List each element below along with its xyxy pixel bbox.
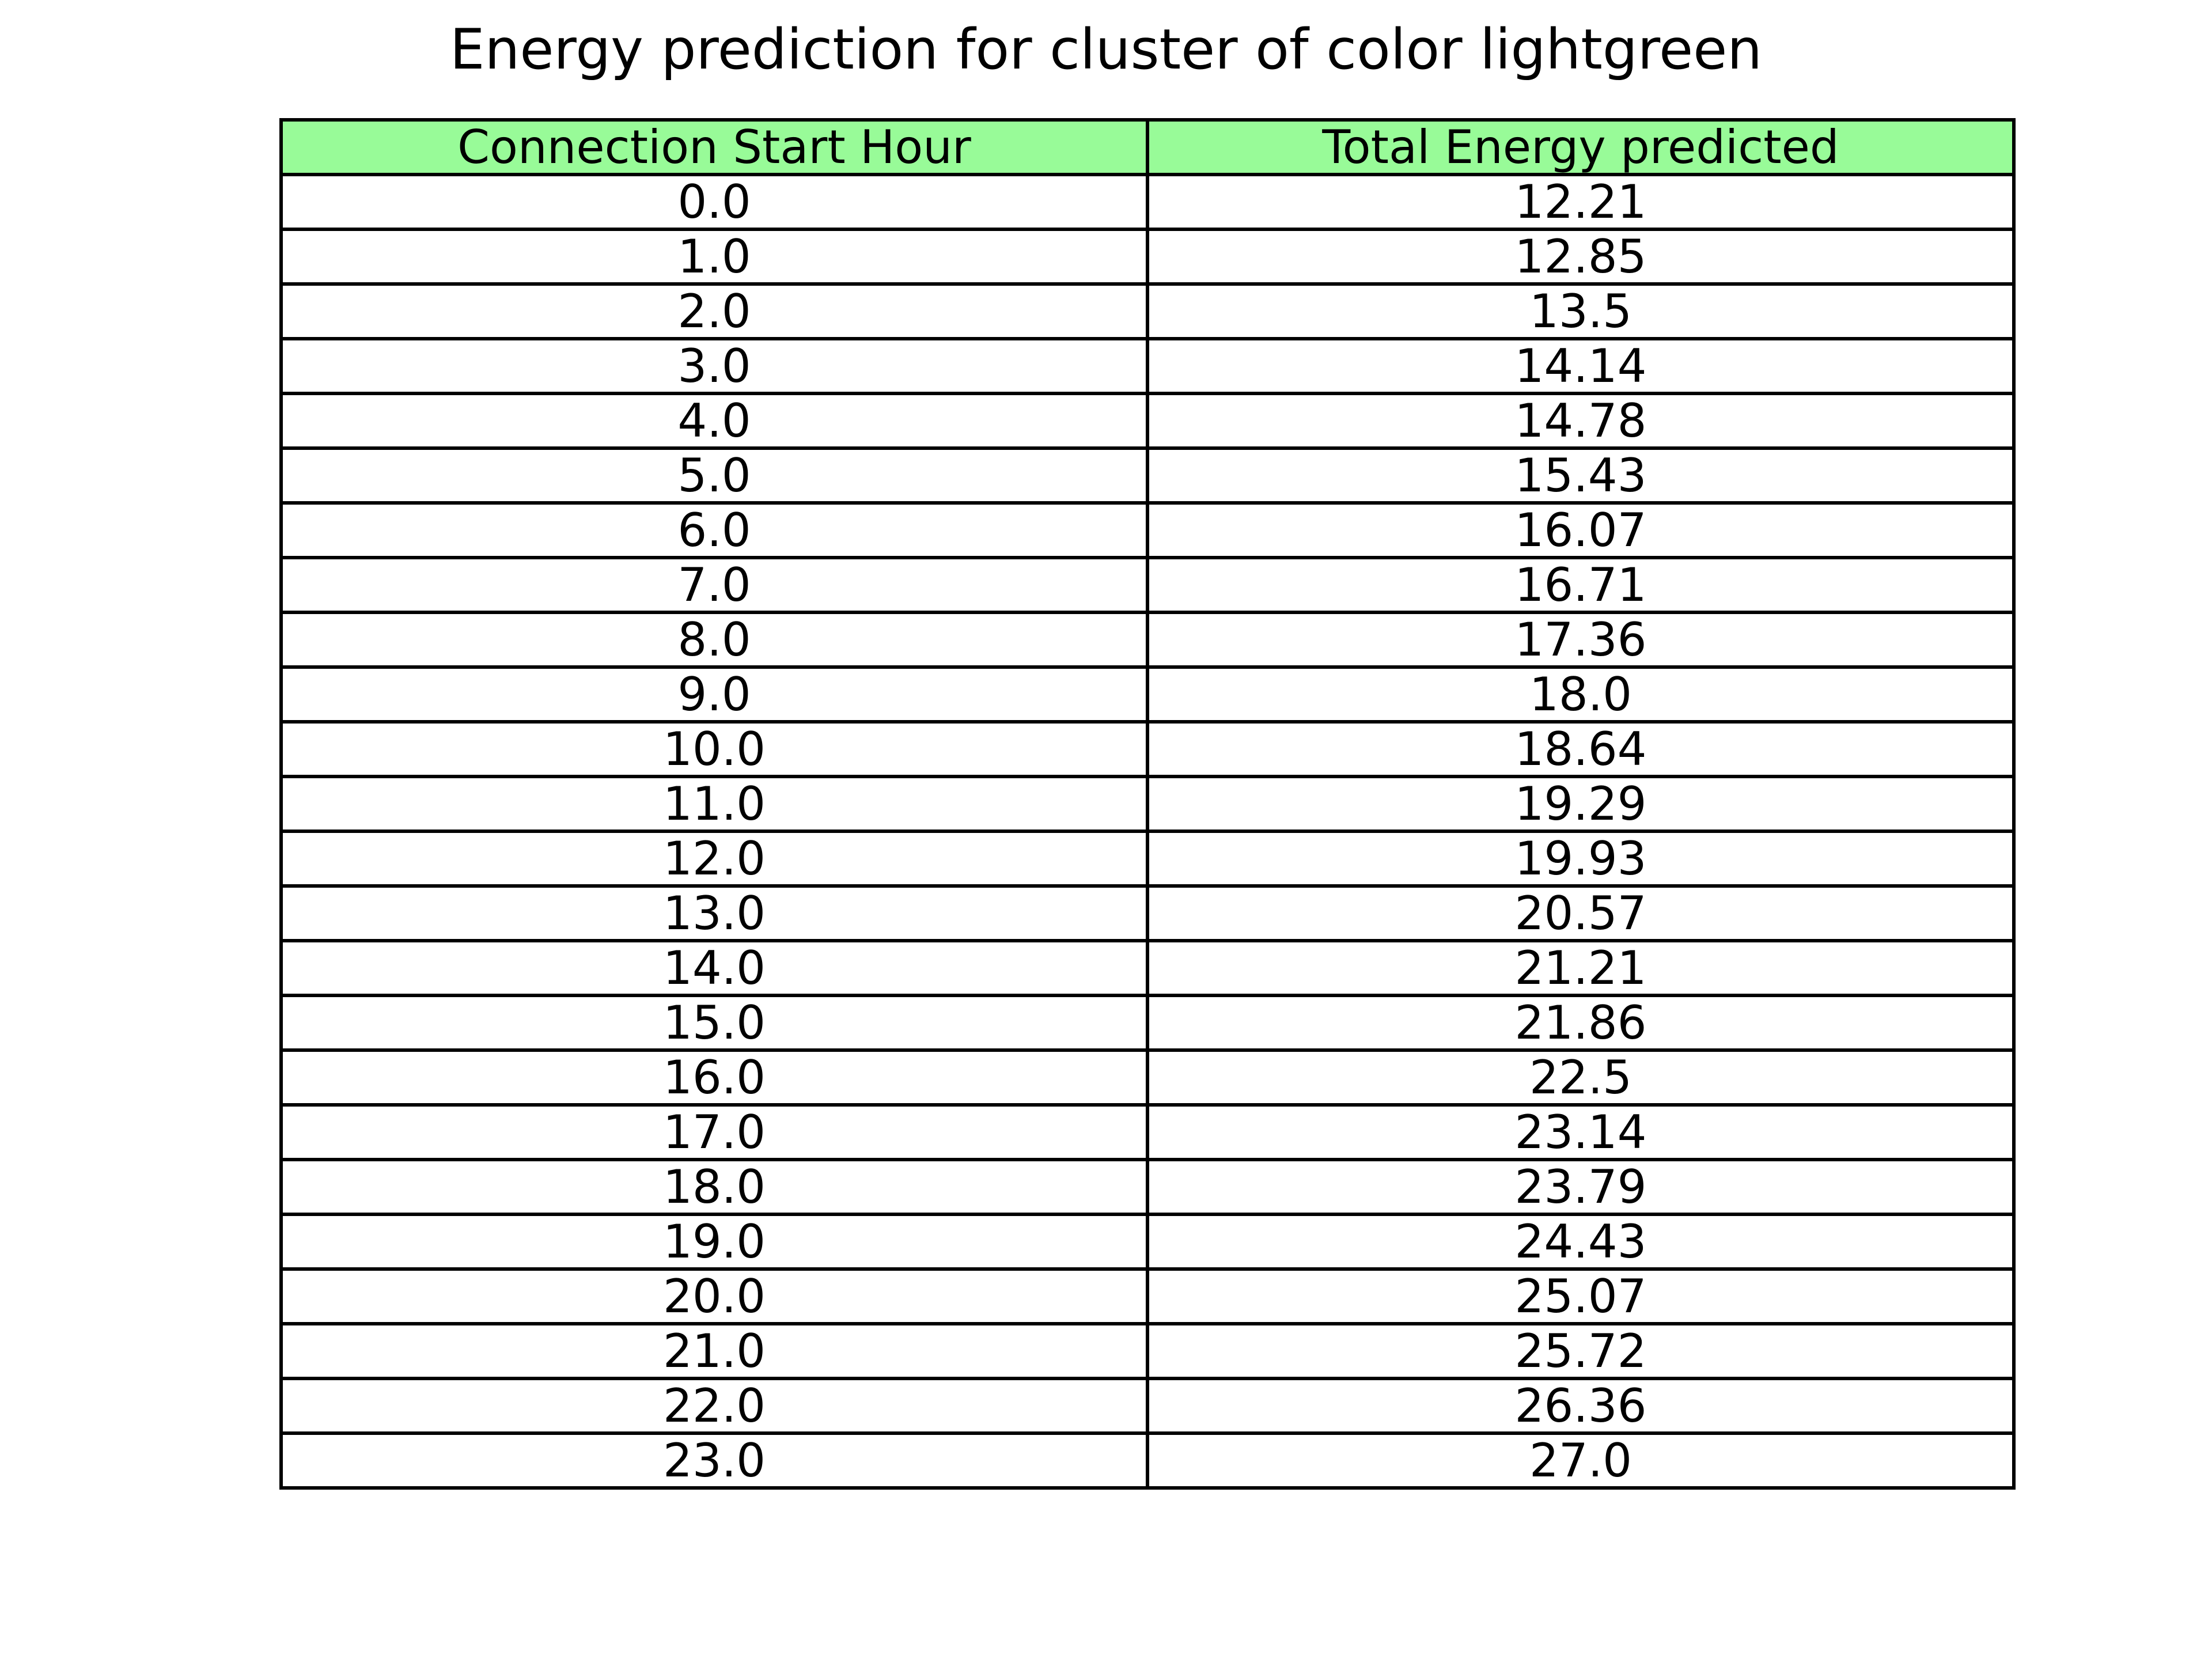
table-row: 18.0 23.79 [279, 1158, 2016, 1216]
cell-total-energy-predicted: 18.64 [1146, 720, 2016, 778]
cell-connection-start-hour: 4.0 [279, 392, 1149, 450]
cell-total-energy-predicted: 12.21 [1146, 173, 2016, 231]
cell-connection-start-hour: 10.0 [279, 720, 1149, 778]
cell-connection-start-hour: 9.0 [279, 665, 1149, 724]
header-row: Connection Start Hour Total Energy predi… [279, 118, 2016, 176]
cell-total-energy-predicted: 23.79 [1146, 1158, 2016, 1216]
table-row: 17.0 23.14 [279, 1103, 2016, 1161]
table-row: 21.0 25.72 [279, 1322, 2016, 1380]
column-header-total-energy-predicted: Total Energy predicted [1146, 118, 2016, 176]
cell-connection-start-hour: 2.0 [279, 282, 1149, 340]
cell-total-energy-predicted: 17.36 [1146, 611, 2016, 669]
cell-total-energy-predicted: 20.57 [1146, 884, 2016, 942]
table-body: 0.0 12.21 1.0 12.85 2.0 13.5 3.0 14.14 4.0 14.78 5… [279, 173, 2016, 1490]
table-row: 4.0 14.78 [279, 392, 2016, 450]
table-row: 14.0 21.21 [279, 939, 2016, 997]
table-row: 8.0 17.36 [279, 611, 2016, 669]
table-row: 3.0 14.14 [279, 337, 2016, 395]
cell-total-energy-predicted: 21.21 [1146, 939, 2016, 997]
chart-title: Energy prediction for cluster of color l… [449, 17, 1763, 82]
table-row: 1.0 12.85 [279, 228, 2016, 286]
cell-total-energy-predicted: 16.71 [1146, 556, 2016, 614]
cell-total-energy-predicted: 14.14 [1146, 337, 2016, 395]
cell-total-energy-predicted: 27.0 [1146, 1431, 2016, 1490]
cell-total-energy-predicted: 22.5 [1146, 1048, 2016, 1107]
cell-total-energy-predicted: 19.93 [1146, 830, 2016, 888]
cell-connection-start-hour: 11.0 [279, 775, 1149, 833]
data-table: Connection Start Hour Total Energy predi… [279, 118, 2016, 1490]
column-header-connection-start-hour: Connection Start Hour [279, 118, 1149, 176]
table-row: 13.0 20.57 [279, 884, 2016, 942]
cell-connection-start-hour: 16.0 [279, 1048, 1149, 1107]
cell-connection-start-hour: 5.0 [279, 446, 1149, 505]
cell-connection-start-hour: 17.0 [279, 1103, 1149, 1161]
table-row: 19.0 24.43 [279, 1213, 2016, 1271]
cell-connection-start-hour: 13.0 [279, 884, 1149, 942]
table-row: 9.0 18.0 [279, 665, 2016, 724]
cell-connection-start-hour: 19.0 [279, 1213, 1149, 1271]
cell-total-energy-predicted: 26.36 [1146, 1377, 2016, 1435]
cell-total-energy-predicted: 21.86 [1146, 994, 2016, 1052]
cell-total-energy-predicted: 16.07 [1146, 501, 2016, 559]
table-row: 20.0 25.07 [279, 1267, 2016, 1325]
cell-total-energy-predicted: 13.5 [1146, 282, 2016, 340]
table-row: 6.0 16.07 [279, 501, 2016, 559]
table-row: 5.0 15.43 [279, 446, 2016, 505]
cell-total-energy-predicted: 25.07 [1146, 1267, 2016, 1325]
table-row: 7.0 16.71 [279, 556, 2016, 614]
table-row: 16.0 22.5 [279, 1048, 2016, 1107]
cell-connection-start-hour: 20.0 [279, 1267, 1149, 1325]
cell-connection-start-hour: 3.0 [279, 337, 1149, 395]
cell-connection-start-hour: 12.0 [279, 830, 1149, 888]
cell-connection-start-hour: 8.0 [279, 611, 1149, 669]
cell-connection-start-hour: 0.0 [279, 173, 1149, 231]
table-row: 10.0 18.64 [279, 720, 2016, 778]
table-row: 0.0 12.21 [279, 173, 2016, 231]
table-row: 22.0 26.36 [279, 1377, 2016, 1435]
cell-total-energy-predicted: 24.43 [1146, 1213, 2016, 1271]
cell-connection-start-hour: 22.0 [279, 1377, 1149, 1435]
cell-connection-start-hour: 14.0 [279, 939, 1149, 997]
cell-connection-start-hour: 15.0 [279, 994, 1149, 1052]
table-row: 23.0 27.0 [279, 1431, 2016, 1490]
cell-connection-start-hour: 6.0 [279, 501, 1149, 559]
cell-connection-start-hour: 18.0 [279, 1158, 1149, 1216]
table-row: 11.0 19.29 [279, 775, 2016, 833]
cell-total-energy-predicted: 15.43 [1146, 446, 2016, 505]
cell-connection-start-hour: 21.0 [279, 1322, 1149, 1380]
cell-connection-start-hour: 1.0 [279, 228, 1149, 286]
table-header: Connection Start Hour Total Energy predi… [279, 118, 2016, 176]
table-row: 12.0 19.93 [279, 830, 2016, 888]
cell-connection-start-hour: 23.0 [279, 1431, 1149, 1490]
cell-connection-start-hour: 7.0 [279, 556, 1149, 614]
cell-total-energy-predicted: 18.0 [1146, 665, 2016, 724]
table-row: 2.0 13.5 [279, 282, 2016, 340]
cell-total-energy-predicted: 14.78 [1146, 392, 2016, 450]
table-row: 15.0 21.86 [279, 994, 2016, 1052]
cell-total-energy-predicted: 25.72 [1146, 1322, 2016, 1380]
cell-total-energy-predicted: 23.14 [1146, 1103, 2016, 1161]
cell-total-energy-predicted: 19.29 [1146, 775, 2016, 833]
cell-total-energy-predicted: 12.85 [1146, 228, 2016, 286]
